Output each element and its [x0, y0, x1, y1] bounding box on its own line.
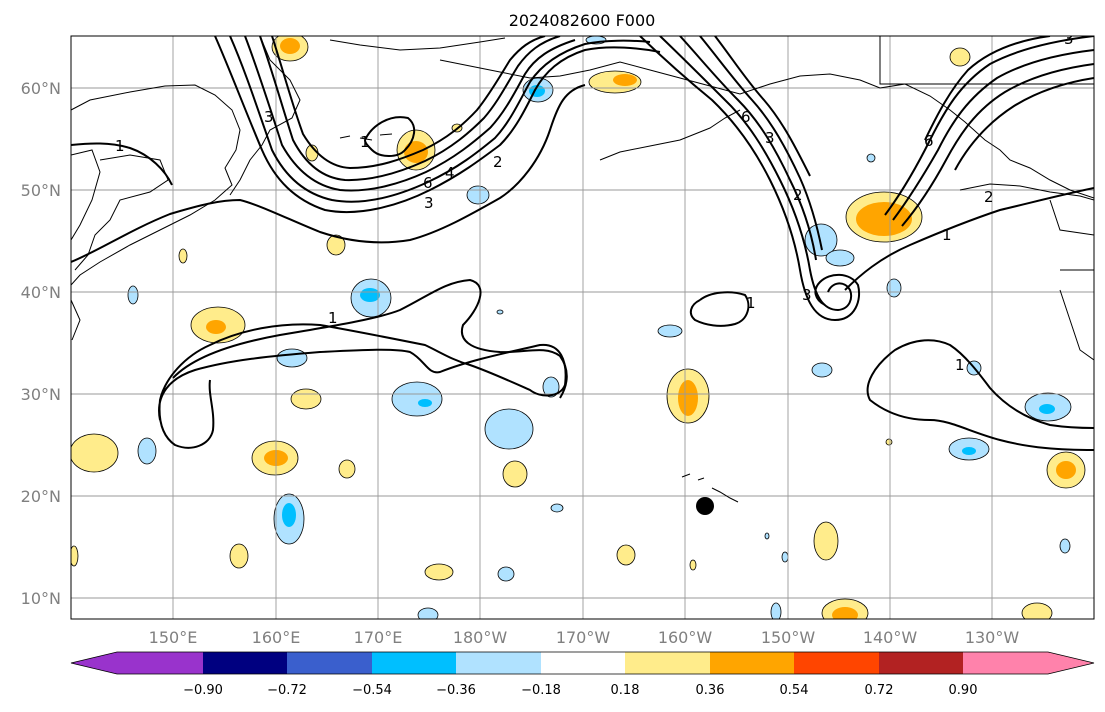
contour-lines	[71, 36, 1094, 451]
map-border	[70, 35, 1095, 620]
colorbar-segment	[710, 652, 794, 674]
lat-tick-label: 50°N	[21, 181, 61, 200]
contour-label: 2	[493, 153, 503, 171]
coastlines	[71, 36, 1094, 503]
contour-label: 3	[1064, 30, 1074, 48]
colorbar-segment	[456, 652, 541, 674]
lat-tick-label: 20°N	[21, 487, 61, 506]
figure-title: 2024082600 F000	[509, 11, 656, 30]
colorbar-segment	[372, 652, 456, 674]
colorbar-segment	[963, 652, 1094, 674]
colorbar-tick-label: −0.72	[267, 683, 307, 698]
colorbar-tick-label: 0.72	[865, 683, 894, 698]
lon-tick-label: 160°E	[252, 628, 301, 647]
contour-label: 1	[955, 356, 965, 374]
hawaii-marker	[696, 497, 714, 515]
latitude-axis: 60°N 50°N 40°N 30°N 20°N 10°N	[21, 79, 61, 608]
contour-label: 6	[423, 174, 433, 192]
colorbar-segment	[625, 652, 710, 674]
lon-tick-label: 150°W	[761, 628, 816, 647]
contour-label: 3	[264, 108, 274, 126]
lon-tick-label: 160°W	[658, 628, 713, 647]
colorbar-segment	[203, 652, 287, 674]
colorbar: −0.90 −0.72 −0.54 −0.36 −0.18 0.18 0.36 …	[70, 651, 1095, 698]
colorbar-tick-label: −0.54	[352, 683, 392, 698]
colorbar-segment	[541, 652, 625, 674]
contour-label: 3	[765, 129, 775, 147]
longitude-axis: 150°E 160°E 170°E 180°W 170°W 160°W 150°…	[149, 628, 1020, 647]
colorbar-tick-label: 0.18	[611, 683, 640, 698]
graticule	[71, 36, 1094, 619]
lon-tick-label: 180°W	[453, 628, 508, 647]
contour-label: 2	[984, 188, 994, 206]
colorbar-tick-label: −0.36	[436, 683, 476, 698]
lat-tick-label: 60°N	[21, 79, 61, 98]
lat-tick-label: 10°N	[21, 589, 61, 608]
lon-tick-label: 140°W	[863, 628, 918, 647]
contour-label: 3	[802, 286, 812, 304]
colorbar-segment	[879, 652, 963, 674]
contour-label: 1	[115, 137, 125, 155]
anomaly-shading	[71, 36, 1086, 619]
colorbar-segment	[71, 652, 203, 674]
contour-label: 3	[424, 194, 434, 212]
colorbar-segment	[794, 652, 879, 674]
colorbar-tick-label: 0.36	[696, 683, 725, 698]
lat-tick-label: 40°N	[21, 283, 61, 302]
contour-label-group: 1 3 1 6 4 2 3 6 3 2 1 3 1 1 2 1 6 3	[115, 30, 1074, 374]
contour-label: 6	[741, 108, 751, 126]
contour-label: 1	[328, 309, 338, 327]
colorbar-outline	[70, 651, 1095, 675]
contour-label: 1	[942, 226, 952, 244]
contour-label: 1	[746, 294, 756, 312]
colorbar-tick-label: 0.54	[780, 683, 809, 698]
lon-tick-label: 150°E	[149, 628, 198, 647]
contour-label: 4	[445, 164, 455, 182]
lon-tick-label: 130°W	[965, 628, 1020, 647]
contour-label: 6	[924, 132, 934, 150]
lat-tick-label: 30°N	[21, 385, 61, 404]
contour-label: 1	[360, 133, 370, 151]
colorbar-segment	[287, 652, 372, 674]
lon-tick-label: 170°E	[354, 628, 403, 647]
contour-label: 2	[793, 186, 803, 204]
lon-tick-label: 170°W	[556, 628, 611, 647]
colorbar-tick-label: −0.90	[183, 683, 223, 698]
colorbar-tick-label: 0.90	[949, 683, 978, 698]
colorbar-tick-label: −0.18	[521, 683, 561, 698]
